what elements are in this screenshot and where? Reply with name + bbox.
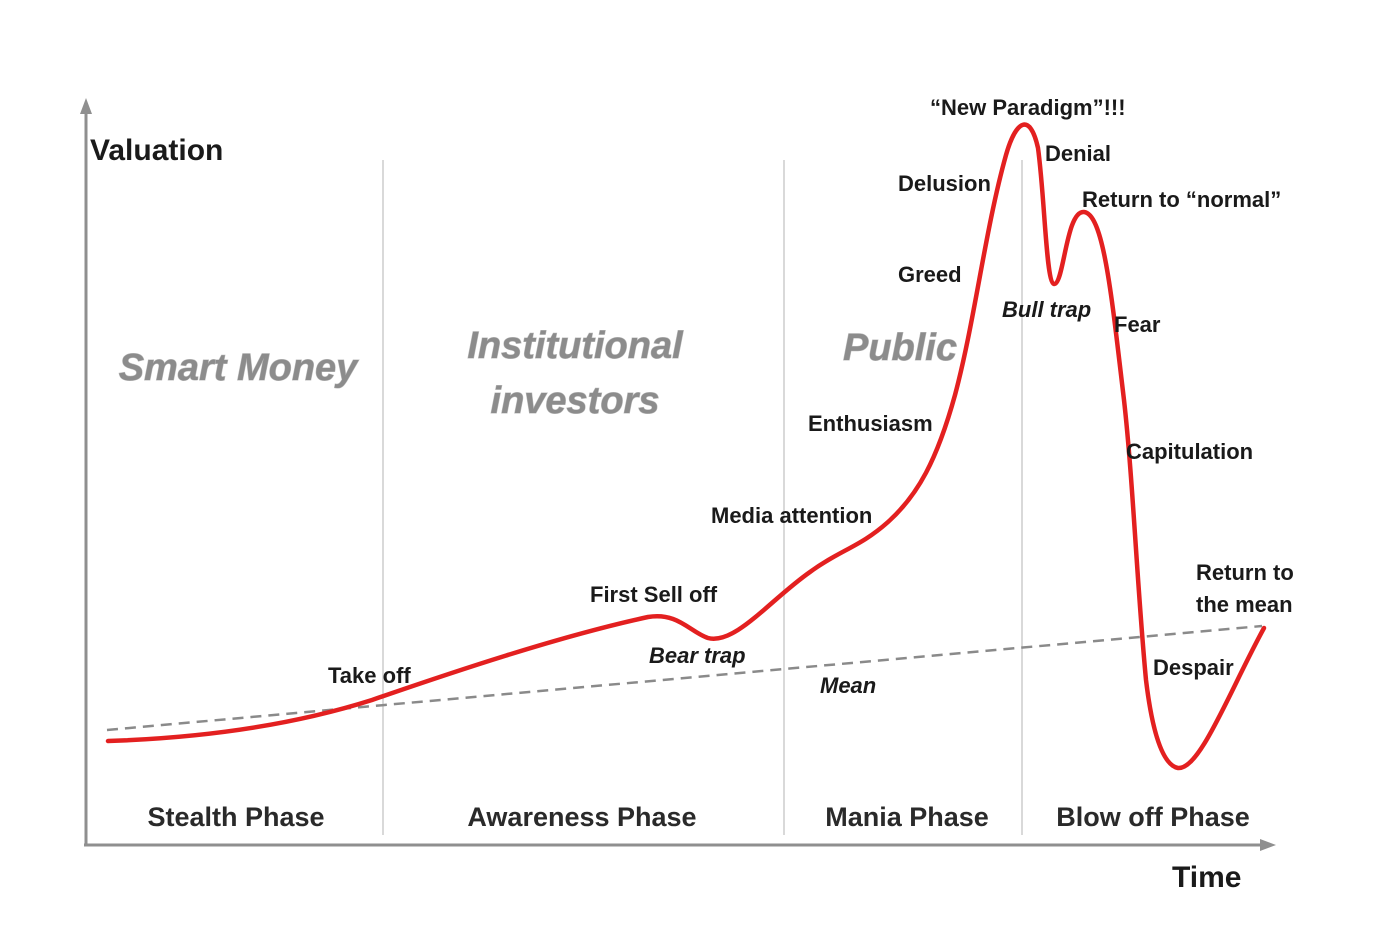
- phase-name-blow-off: Blow off Phase: [1056, 802, 1250, 832]
- stage-bear-trap: Bear trap: [649, 643, 746, 668]
- stage-fear: Fear: [1114, 312, 1161, 337]
- mean-line: [106, 624, 1263, 732]
- stage-denial: Denial: [1045, 141, 1111, 166]
- x-axis-arrow-icon: [1260, 839, 1276, 851]
- institutional-investors-label-line1: Institutional: [467, 325, 684, 367]
- stage-first-sell-off: First Sell off: [590, 582, 718, 607]
- y-axis-title: Valuation: [90, 134, 223, 167]
- y-axis-arrow-icon: [80, 98, 92, 114]
- stage-enthusiasm: Enthusiasm: [808, 411, 933, 436]
- public-label: Public: [843, 327, 957, 369]
- phase-name-awareness: Awareness Phase: [467, 802, 696, 832]
- institutional-investors-label-line2: investors: [491, 380, 660, 422]
- stage-return-to-mean-line2: the mean: [1196, 592, 1293, 617]
- stage-new-paradigm: “New Paradigm”!!!: [930, 95, 1126, 120]
- phase-name-mania: Mania Phase: [825, 802, 989, 832]
- stage-return-to-mean-line1: Return to: [1196, 560, 1294, 585]
- stage-bull-trap: Bull trap: [1002, 297, 1091, 322]
- stage-media-attention: Media attention: [711, 503, 872, 528]
- stage-return-to-normal: Return to “normal”: [1082, 187, 1281, 212]
- mean-label: Mean: [820, 673, 876, 698]
- stage-delusion: Delusion: [898, 171, 991, 196]
- x-axis: [84, 839, 1276, 851]
- x-axis-title: Time: [1172, 861, 1241, 894]
- stage-despair: Despair: [1153, 655, 1234, 680]
- stage-greed: Greed: [898, 262, 962, 287]
- y-axis: [80, 98, 92, 845]
- smart-money-label: Smart Money: [119, 347, 359, 389]
- phase-name-stealth: Stealth Phase: [147, 802, 324, 832]
- valuation-curve: [105, 122, 1267, 771]
- stage-take-off: Take off: [328, 663, 411, 688]
- stage-capitulation: Capitulation: [1126, 439, 1253, 464]
